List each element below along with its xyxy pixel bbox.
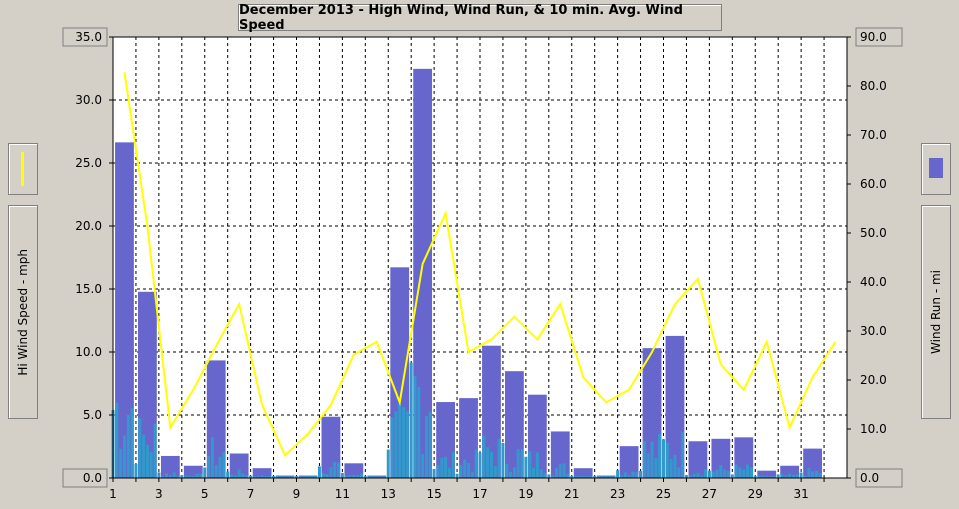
right-tick-box xyxy=(855,468,903,488)
left-axis-label-box: Hi Wind Speed - mph xyxy=(8,205,38,419)
x-tick-label: 21 xyxy=(564,487,579,501)
wind-run-bar xyxy=(413,68,433,478)
wind-run-bar xyxy=(160,455,180,478)
left-tick-label: 30.0 xyxy=(75,93,102,107)
x-tick-label: 31 xyxy=(793,487,808,501)
wind-run-bar xyxy=(252,468,272,478)
wind-run-bar xyxy=(482,345,501,478)
wind-run-bar xyxy=(642,348,662,478)
x-tick-label: 9 xyxy=(293,487,301,501)
x-tick-label: 19 xyxy=(518,487,533,501)
left-tick-label: 10.0 xyxy=(75,345,102,359)
right-tick-label: 40.0 xyxy=(860,275,887,289)
right-tick-label: 0.0 xyxy=(860,471,879,485)
x-tick-label: 23 xyxy=(610,487,625,501)
hi-wind-legend xyxy=(8,143,38,195)
x-tick-label: 7 xyxy=(247,487,255,501)
x-tick-label: 3 xyxy=(155,487,163,501)
wind-run-bar xyxy=(619,446,639,478)
left-tick-label: 15.0 xyxy=(75,282,102,296)
wind-run-bar xyxy=(344,463,364,478)
wind-run-bar xyxy=(459,398,478,478)
x-tick-label: 29 xyxy=(748,487,763,501)
x-tick-label: 5 xyxy=(201,487,209,501)
left-tick-label: 25.0 xyxy=(75,156,102,170)
x-tick-label: 27 xyxy=(702,487,717,501)
right-tick-label: 60.0 xyxy=(860,177,887,191)
left-tick-box xyxy=(62,468,108,488)
wind-run-bar xyxy=(688,441,708,478)
left-tick-label: 20.0 xyxy=(75,219,102,233)
right-axis-label-box: Wind Run - mi xyxy=(921,205,951,419)
wind-run-bar xyxy=(527,394,547,478)
left-tick-box xyxy=(62,27,108,47)
wind-run-bar xyxy=(780,465,800,478)
right-tick-label: 90.0 xyxy=(860,30,887,44)
hi-wind-legend-swatch xyxy=(21,152,24,186)
right-tick-label: 10.0 xyxy=(860,422,887,436)
left-tick-label: 0.0 xyxy=(83,471,102,485)
right-tick-label: 30.0 xyxy=(860,324,887,338)
x-tick-label: 11 xyxy=(335,487,350,501)
left-tick-label: 35.0 xyxy=(75,30,102,44)
x-tick-label: 25 xyxy=(656,487,671,501)
x-tick-label: 15 xyxy=(426,487,441,501)
right-tick-label: 80.0 xyxy=(860,79,887,93)
right-tick-label: 20.0 xyxy=(860,373,887,387)
right-tick-label: 70.0 xyxy=(860,128,887,142)
right-tick-label: 50.0 xyxy=(860,226,887,240)
wind-run-bar xyxy=(711,438,731,478)
wind-run-bar xyxy=(665,335,685,478)
wind-run-bar xyxy=(757,470,777,478)
x-tick-label: 17 xyxy=(472,487,487,501)
wind-run-bar xyxy=(115,142,134,478)
x-tick-label: 1 xyxy=(109,487,117,501)
left-tick-label: 5.0 xyxy=(83,408,102,422)
right-tick-box xyxy=(855,27,903,47)
chart-title: December 2013 - High Wind, Wind Run, & 1… xyxy=(238,3,722,33)
wind-run-bar xyxy=(573,468,593,478)
x-tick-label: 13 xyxy=(381,487,396,501)
wind-run-legend-swatch xyxy=(929,158,943,178)
wind-run-legend xyxy=(921,143,951,195)
wind-run-bar xyxy=(229,453,249,478)
wind-run-bar xyxy=(138,291,157,478)
hi-wind-speed-line xyxy=(123,72,837,458)
